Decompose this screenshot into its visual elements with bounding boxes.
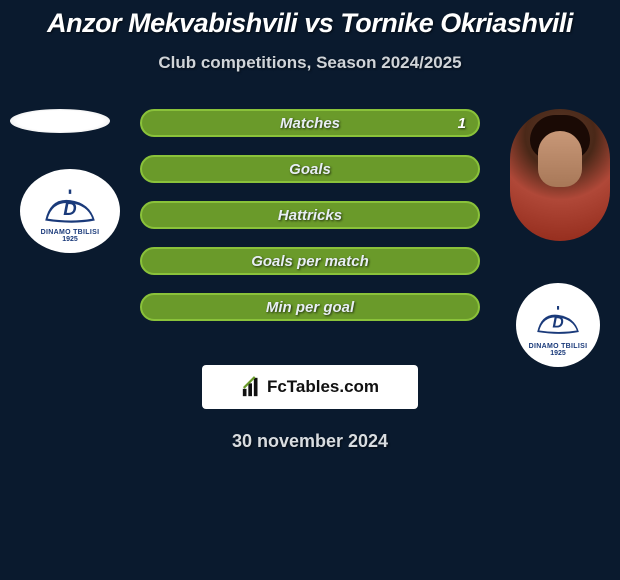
player-left-avatar-placeholder: [10, 109, 110, 133]
dinamo-logo-icon: D: [532, 293, 584, 345]
page-title: Anzor Mekvabishvili vs Tornike Okriashvi…: [0, 0, 620, 39]
svg-text:D: D: [552, 314, 563, 331]
bar-mpg-label: Min per goal: [142, 295, 478, 319]
dinamo-logo-icon: D: [39, 179, 101, 231]
player-left-club-badge: D DINAMO TBILISI 1925: [20, 169, 120, 253]
club-year: 1925: [62, 236, 78, 243]
bar-goals-label: Goals: [142, 157, 478, 181]
player-right-avatar: [510, 109, 610, 241]
bar-goals: Goals: [140, 155, 480, 183]
date-text: 30 november 2024: [0, 431, 620, 452]
comparison-panel: D DINAMO TBILISI 1925 D DINAMO TBILISI 1…: [0, 109, 620, 389]
club-year: 1925: [550, 350, 566, 357]
bar-matches-label: Matches: [142, 111, 478, 135]
club-name: DINAMO TBILISI: [529, 343, 588, 350]
bar-gpm: Goals per match: [140, 247, 480, 275]
bar-hattricks: Hattricks: [140, 201, 480, 229]
bar-matches: Matches 1: [140, 109, 480, 137]
bar-mpg: Min per goal: [140, 293, 480, 321]
bar-matches-value: 1: [458, 111, 466, 135]
brand-badge: FcTables.com: [202, 365, 418, 409]
stat-bars: Matches 1 Goals Hattricks Goals per matc…: [140, 109, 480, 339]
subtitle: Club competitions, Season 2024/2025: [0, 53, 620, 73]
brand-text: FcTables.com: [267, 377, 379, 397]
club-name: DINAMO TBILISI: [41, 229, 100, 236]
player-right-club-badge: D DINAMO TBILISI 1925: [516, 283, 600, 367]
brand-bars-icon: [241, 376, 263, 398]
svg-text:D: D: [63, 198, 76, 219]
bar-gpm-label: Goals per match: [142, 249, 478, 273]
bar-hattricks-label: Hattricks: [142, 203, 478, 227]
